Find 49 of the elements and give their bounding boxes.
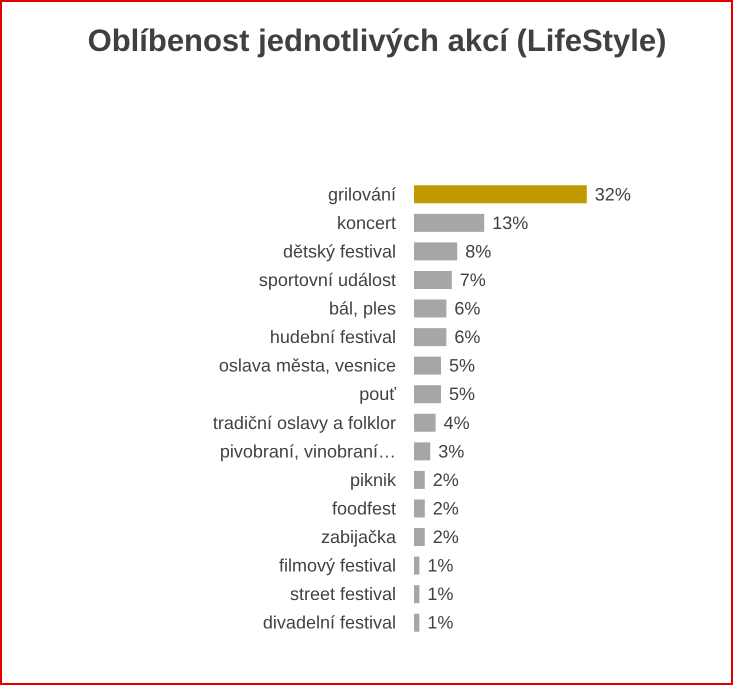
y-tick-label: foodfest: [332, 498, 396, 518]
data-label: 8%: [465, 241, 492, 262]
data-label: 6%: [454, 327, 480, 348]
bar: [414, 214, 484, 232]
bar: [414, 328, 446, 346]
data-label: 1%: [427, 556, 454, 576]
y-tick-label: bál, ples: [328, 298, 396, 319]
y-tick-label: filmový festival: [278, 556, 396, 576]
data-label: 1%: [427, 584, 454, 604]
y-tick-label: divadelní festival: [262, 612, 396, 633]
bar: [414, 300, 446, 318]
data-label: 2%: [432, 498, 459, 518]
bar: [414, 528, 425, 546]
data-label: 6%: [454, 298, 480, 319]
y-tick-label: pivobraní, vinobraní…: [220, 441, 396, 462]
data-label: 4%: [444, 412, 470, 433]
y-tick-label: tradiční oslavy a folklor: [212, 412, 396, 433]
y-tick-label: grilování: [328, 184, 396, 204]
data-label: 13%: [492, 212, 528, 233]
y-tick-label: oslava města, vesnice: [218, 356, 396, 376]
data-label: 7%: [460, 270, 486, 290]
bar: [414, 614, 420, 632]
y-tick-label: sportovní událost: [258, 270, 396, 290]
data-label: 32%: [594, 184, 631, 204]
bar: [414, 185, 587, 204]
data-label: 5%: [449, 356, 476, 376]
bar: [414, 442, 430, 460]
y-tick-label: piknik: [350, 470, 397, 490]
bar: [414, 556, 420, 575]
bar: [414, 385, 441, 404]
y-tick-label: dětský festival: [282, 241, 396, 262]
data-label: 5%: [449, 384, 476, 404]
y-tick-label: zabijačka: [320, 527, 397, 548]
data-label: 2%: [432, 470, 459, 490]
bar: [414, 356, 441, 375]
bar: [414, 270, 452, 289]
data-label: 3%: [438, 441, 464, 462]
bar: [414, 499, 425, 518]
y-tick-label: hudební festival: [270, 327, 396, 348]
y-tick-label: pouť: [359, 384, 396, 404]
bar: [414, 470, 425, 489]
y-tick-label: street festival: [290, 584, 396, 604]
bar: [414, 242, 458, 260]
data-label: 2%: [432, 527, 459, 548]
bar: [414, 414, 436, 432]
chart-title: Oblíbenost jednotlivých akcí (LifeStyle): [88, 23, 666, 58]
y-tick-label: koncert: [336, 212, 396, 233]
data-label: 1%: [427, 612, 454, 633]
bar: [414, 585, 420, 604]
